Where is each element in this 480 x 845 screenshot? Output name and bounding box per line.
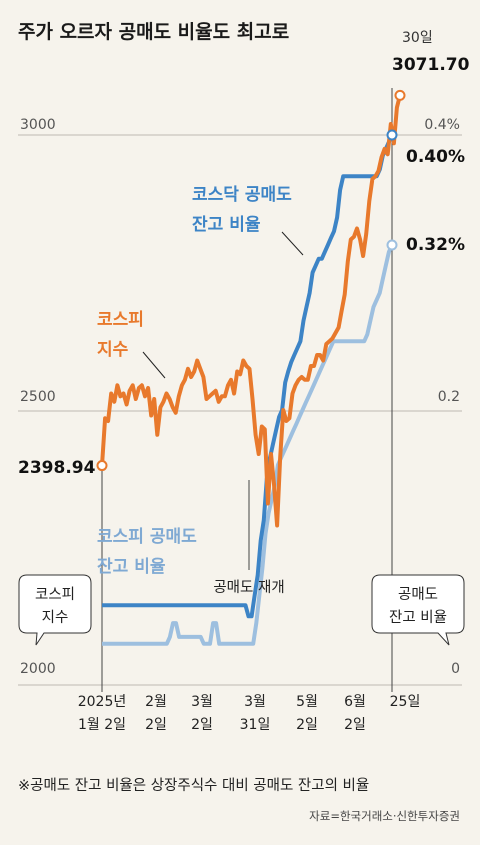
x-tick-5-top: 6월 bbox=[344, 694, 366, 710]
label-kosdaq-ratio-line2: 잔고 비율 bbox=[192, 215, 261, 235]
bubble-left-shape bbox=[18, 574, 92, 646]
x-tick-4-top: 5월 bbox=[296, 694, 318, 710]
bubble-right: 공매도 잔고 비율 bbox=[371, 574, 465, 646]
x-tick-1-bottom: 2일 bbox=[145, 717, 167, 733]
left-axis-mid-label: 2500 bbox=[20, 389, 56, 405]
x-tick-2-top: 3월 bbox=[191, 694, 213, 710]
footnote: ※공매도 잔고 비율은 상장주식수 대비 공매도 잔고의 비율 bbox=[18, 777, 369, 794]
label-kospi-index-line2: 지수 bbox=[97, 340, 129, 360]
bubble-left: 코스피 지수 bbox=[18, 574, 92, 646]
end-point-kospi bbox=[394, 89, 406, 101]
right-axis-bottom-label: 0 bbox=[451, 661, 460, 677]
end-value-label: 3071.70 bbox=[392, 55, 470, 75]
leader-kospi bbox=[142, 351, 166, 379]
bubble-left-line2: 지수 bbox=[42, 609, 69, 626]
point-markers bbox=[96, 89, 406, 472]
leader-kosdaq bbox=[281, 231, 304, 256]
kospi-short-end-label: 0.32% bbox=[406, 235, 465, 255]
x-tick-3-bottom: 31일 bbox=[240, 717, 271, 733]
bubble-right-shape bbox=[371, 574, 465, 646]
label-kospi-ratio-line2: 잔고 비율 bbox=[97, 557, 166, 577]
x-tick-5-bottom: 2일 bbox=[344, 717, 366, 733]
end-point-kosdaq-ratio bbox=[386, 129, 398, 141]
x-tick-2-bottom: 2일 bbox=[191, 717, 213, 733]
x-tick-1-top: 2월 bbox=[145, 694, 167, 710]
right-axis-top-label: 0.4% bbox=[424, 117, 460, 133]
kosdaq-end-label: 0.40% bbox=[406, 147, 465, 167]
end-day-label: 30일 bbox=[402, 30, 433, 46]
left-axis-bottom-label: 2000 bbox=[20, 661, 56, 677]
left-axis-top-label: 3000 bbox=[20, 117, 56, 133]
start-value-label: 2398.94 bbox=[18, 458, 96, 478]
bubble-right-line1: 공매도 bbox=[398, 586, 438, 603]
label-short-selling-resume: 공매도 재개 bbox=[213, 579, 284, 596]
chart-title: 주가 오르자 공매도 비율도 최고로 bbox=[18, 21, 289, 43]
source: 자료=한국거래소·신한투자증권 bbox=[309, 809, 460, 823]
bubble-left-line1: 코스피 bbox=[35, 586, 75, 603]
label-kosdaq-ratio-line1: 코스닥 공매도 bbox=[192, 185, 292, 205]
bubble-right-line2: 잔고 비율 bbox=[389, 609, 447, 626]
x-tick-0-bottom: 1월 2일 bbox=[78, 717, 126, 733]
x-tick-4-bottom: 2일 bbox=[296, 717, 318, 733]
series-line-kosdaq-short-ratio bbox=[102, 134, 394, 619]
end-point-kospi-ratio bbox=[386, 239, 398, 251]
right-axis-mid-label: 0.2 bbox=[438, 389, 460, 405]
x-tick-0-top: 2025년 bbox=[78, 694, 127, 710]
label-kospi-index-line1: 코스피 bbox=[97, 310, 144, 330]
series-line-kospi-short-ratio bbox=[102, 244, 394, 646]
start-point-kospi bbox=[96, 460, 108, 472]
x-tick-3-top: 3월 bbox=[244, 694, 266, 710]
label-kospi-ratio-line1: 코스피 공매도 bbox=[97, 527, 197, 547]
x-axis-ticks: 2025년 1월 2일 2월 2일 3월 2일 3월 31일 5월 2일 6월 … bbox=[78, 694, 421, 733]
series-line-kospi-index bbox=[100, 94, 402, 528]
x-tick-6-top: 25일 bbox=[390, 694, 421, 710]
